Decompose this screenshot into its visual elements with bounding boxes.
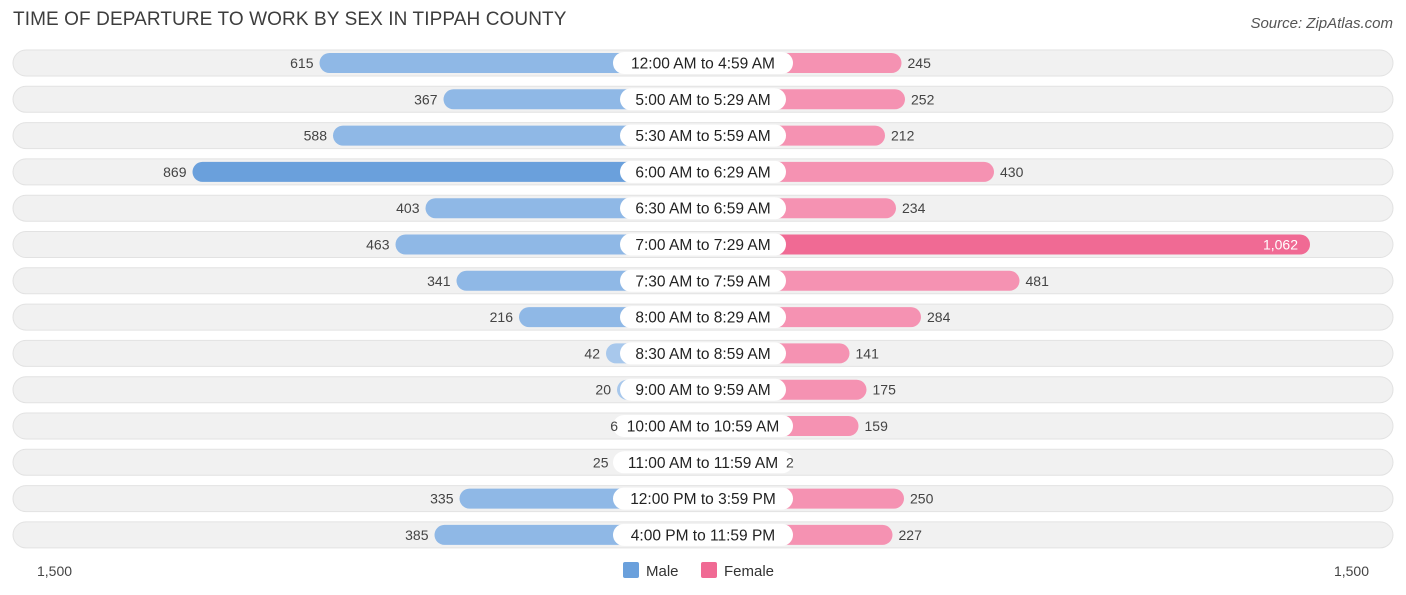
value-label-female: 227: [899, 527, 923, 543]
row-13: 12:00 PM to 3:59 PM 335 250: [12, 485, 1394, 513]
value-label-female: 1,062: [1263, 237, 1298, 253]
value-label-female: 250: [910, 491, 934, 507]
category-label: 7:30 AM to 7:59 AM: [635, 273, 770, 290]
chart-title: TIME OF DEPARTURE TO WORK BY SEX IN TIPP…: [13, 9, 567, 30]
category-pill: [620, 342, 786, 365]
axis-label-left: 1,500: [37, 563, 72, 579]
category-pill: [620, 378, 786, 401]
category-label: 4:00 PM to 11:59 PM: [631, 527, 775, 544]
bar-male: [333, 125, 703, 146]
axis-label-right: 1,500: [1334, 563, 1369, 579]
value-label-male: 615: [290, 55, 314, 71]
category-pill: [613, 523, 793, 546]
chart-source: Source: ZipAtlas.com: [1250, 15, 1393, 32]
category-label: 5:30 AM to 5:59 AM: [635, 128, 770, 145]
row-8: 8:00 AM to 8:29 AM 216 284: [12, 303, 1394, 331]
value-label-male: 588: [304, 128, 328, 144]
value-label-male: 385: [405, 527, 429, 543]
value-label-female: 141: [856, 345, 880, 361]
value-label-male: 25: [593, 454, 609, 470]
category-label: 12:00 AM to 4:59 AM: [631, 56, 775, 73]
row-4: 6:00 AM to 6:29 AM 869 430: [12, 158, 1394, 186]
value-label-male: 20: [595, 382, 611, 398]
legend-label: Female: [724, 563, 774, 580]
value-label-male: 403: [396, 200, 420, 216]
category-label: 8:00 AM to 8:29 AM: [635, 310, 770, 327]
category-pill: [613, 52, 793, 74]
row-5: 6:30 AM to 6:59 AM 403 234: [12, 194, 1394, 222]
row-2: 5:00 AM to 5:29 AM 367 252: [12, 85, 1394, 113]
category-pill: [620, 88, 786, 111]
bar-male: [192, 161, 703, 182]
category-label: 12:00 PM to 3:59 PM: [630, 491, 776, 508]
bar-female: [703, 234, 1310, 255]
row-12: 11:00 AM to 11:59 AM 25 2: [12, 448, 1394, 476]
row-7: 7:30 AM to 7:59 AM 341 481: [12, 267, 1394, 295]
bar-male: [319, 53, 703, 73]
legend-label: Male: [646, 563, 679, 580]
legend-item-female: Female: [701, 562, 774, 580]
legend-swatch: [701, 562, 717, 578]
value-label-female: 284: [927, 309, 951, 325]
value-label-female: 481: [1026, 273, 1050, 289]
value-label-male: 869: [163, 164, 187, 180]
row-10: 9:00 AM to 9:59 AM 20 175: [12, 376, 1394, 404]
row-9: 8:30 AM to 8:59 AM 42 141: [12, 339, 1394, 367]
value-label-female: 430: [1000, 164, 1024, 180]
value-label-male: 463: [366, 237, 390, 253]
category-label: 8:30 AM to 8:59 AM: [635, 346, 770, 363]
category-label: 6:30 AM to 6:59 AM: [635, 201, 770, 218]
row-6: 7:00 AM to 7:29 AM 463 1,062: [12, 231, 1394, 258]
row-1: 12:00 AM to 4:59 AM 615 245: [12, 49, 1394, 77]
category-pill: [613, 451, 793, 474]
value-label-female: 2: [786, 454, 794, 470]
value-label-male: 42: [584, 345, 600, 361]
value-label-female: 175: [873, 382, 897, 398]
category-label: 7:00 AM to 7:29 AM: [635, 237, 770, 254]
legend-swatch: [623, 562, 639, 578]
category-pill: [620, 124, 786, 147]
value-label-male: 335: [430, 491, 454, 507]
row-11: 10:00 AM to 10:59 AM 6 159: [12, 412, 1394, 440]
value-label-female: 245: [908, 55, 932, 71]
value-label-female: 252: [911, 91, 935, 107]
category-pill: [620, 233, 786, 256]
value-label-male: 367: [414, 91, 438, 107]
value-label-female: 212: [891, 128, 915, 144]
value-label-female: 234: [902, 200, 926, 216]
category-pill: [613, 415, 793, 437]
value-label-male: 341: [427, 273, 451, 289]
category-label: 10:00 AM to 10:59 AM: [627, 419, 780, 436]
value-label-male: 216: [490, 309, 514, 325]
category-pill: [613, 487, 793, 510]
value-label-female: 159: [865, 418, 889, 434]
row-3: 5:30 AM to 5:59 AM 588 212: [12, 122, 1394, 150]
category-label: 5:00 AM to 5:29 AM: [635, 92, 770, 109]
category-pill: [620, 197, 786, 220]
category-label: 11:00 AM to 11:59 AM: [628, 455, 778, 472]
category-pill: [620, 160, 786, 183]
value-label-male: 6: [610, 418, 618, 434]
category-label: 6:00 AM to 6:29 AM: [635, 164, 770, 181]
category-pill: [620, 306, 786, 329]
legend-item-male: Male: [623, 562, 679, 580]
category-label: 9:00 AM to 9:59 AM: [635, 382, 770, 399]
row-14: 4:00 PM to 11:59 PM 385 227: [12, 521, 1394, 549]
category-pill: [620, 269, 786, 292]
